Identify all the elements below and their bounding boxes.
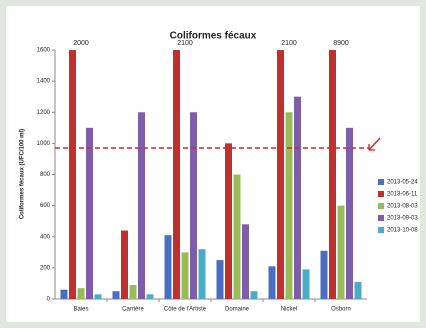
x-tick-label: Domaine: [225, 307, 250, 313]
legend-swatch: [378, 191, 384, 197]
bar: [138, 112, 145, 299]
y-tick-label: 1200: [37, 110, 51, 116]
bar: [60, 289, 68, 299]
legend-swatch: [378, 203, 384, 209]
bar: [181, 252, 189, 299]
bar: [354, 281, 362, 299]
bar: [121, 230, 128, 299]
legend-swatch: [378, 179, 384, 185]
x-tick-label: Nickel: [281, 307, 297, 313]
bar: [129, 284, 137, 299]
bar: [302, 269, 310, 299]
legend-label: 2013-10-08: [387, 228, 418, 234]
legend-swatch: [378, 215, 384, 221]
chart-area: [6, 6, 420, 322]
bar: [216, 260, 224, 299]
bar: [225, 143, 232, 299]
arrow: [368, 137, 381, 151]
x-tick-label: Côte de l'Artiste: [164, 307, 207, 313]
bar: [346, 127, 353, 299]
bar: [146, 294, 154, 299]
legend-label: 2013-09-03: [387, 216, 418, 222]
bar: [164, 235, 172, 299]
bar: [242, 224, 249, 299]
y-tick-label: 400: [40, 234, 51, 240]
bar: [294, 96, 301, 299]
bar: [94, 294, 102, 299]
y-tick-label: 800: [40, 172, 51, 178]
bar: [268, 266, 276, 299]
bar: [250, 291, 258, 299]
y-tick-label: 1400: [37, 79, 51, 85]
bar: [69, 50, 76, 299]
bar: [86, 127, 93, 299]
bar: [233, 174, 241, 299]
plot: [60, 50, 362, 299]
value-label: 2000: [73, 40, 89, 47]
x-tick-label: Baies: [73, 307, 88, 313]
y-tick-label: 1000: [37, 141, 51, 147]
bar: [198, 249, 206, 299]
value-label: 2100: [281, 40, 297, 47]
bar: [329, 50, 336, 299]
value-label: 8900: [333, 40, 349, 47]
y-tick-label: 0: [47, 297, 51, 303]
y-axis-label: Coliformes fécaux (UFC/100 ml): [20, 129, 26, 219]
bar: [173, 50, 180, 299]
y-tick-label: 600: [40, 203, 51, 209]
bar: [112, 291, 120, 299]
y-tick-label: 200: [40, 265, 51, 271]
bar: [285, 112, 293, 299]
bar: [337, 205, 345, 299]
legend-swatch: [378, 227, 384, 233]
legend-label: 2013-05-24: [387, 180, 418, 186]
bar: [320, 250, 328, 299]
value-label: 2100: [177, 40, 193, 47]
x-tick-label: Carrière: [122, 307, 144, 313]
bar: [277, 50, 284, 299]
y-tick-label: 1600: [37, 48, 51, 54]
bar: [77, 288, 85, 299]
bar: [190, 112, 197, 299]
chart-title: Coliformes fécaux: [170, 31, 257, 42]
legend-label: 2013-08-03: [387, 204, 418, 210]
x-tick-label: Osborn: [331, 307, 351, 313]
legend-label: 2013-06-11: [387, 192, 418, 198]
